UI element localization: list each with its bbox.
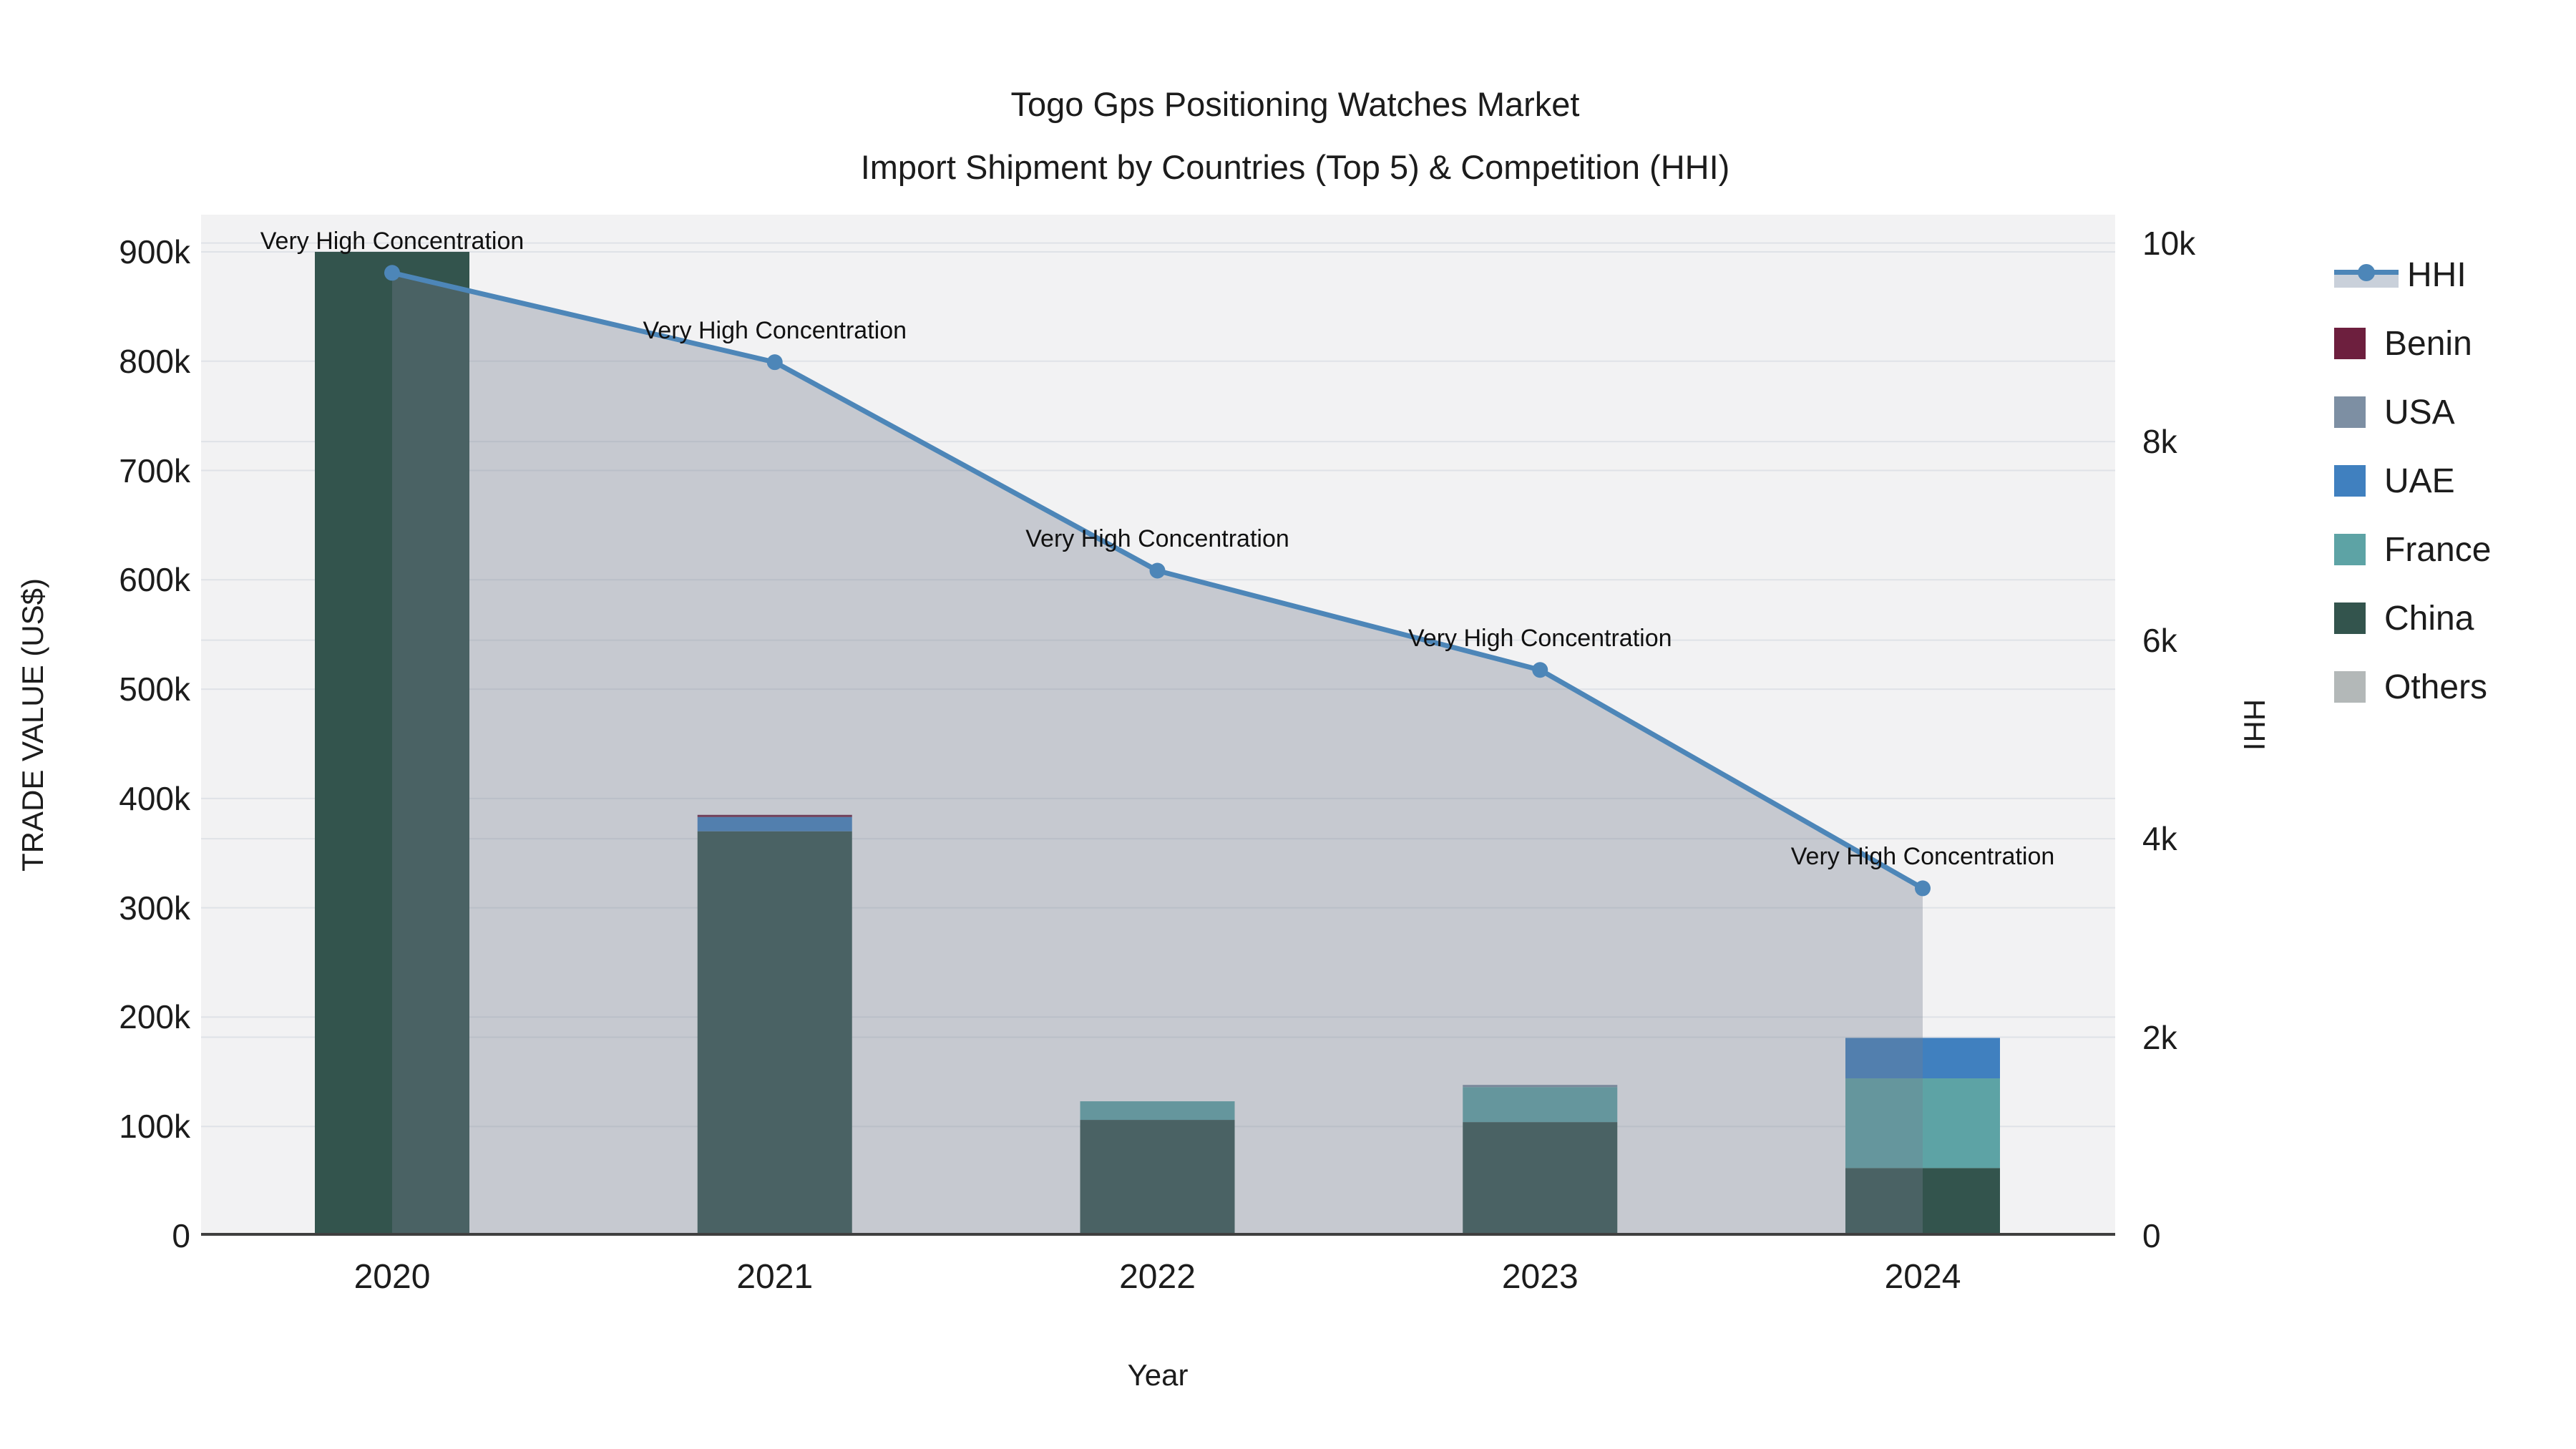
hhi-marker-2022[interactable]	[1149, 562, 1166, 579]
annotation-2021: Very High Concentration	[643, 317, 907, 345]
legend-label-china: China	[2384, 599, 2474, 638]
bar-france-2023[interactable]	[1463, 1087, 1618, 1123]
bar-china-2021[interactable]	[697, 831, 852, 1236]
legend-label-benin: Benin	[2384, 324, 2472, 363]
right-axis-tick: 10k	[2142, 224, 2196, 262]
right-axis-title: HHI	[2238, 698, 2271, 751]
legend-swatch-benin	[2334, 328, 2366, 359]
legend-item-benin[interactable]: Benin	[2334, 309, 2491, 378]
chart-canvas	[201, 242, 2115, 1236]
x-axis-tick-2022: 2022	[1119, 1258, 1196, 1296]
left-axis-tick: 400k	[119, 779, 190, 817]
hhi-marker-2021[interactable]	[766, 354, 783, 371]
x-axis-tick-2021: 2021	[736, 1258, 814, 1296]
bar-uae-2021[interactable]	[697, 816, 852, 831]
annotation-2022: Very High Concentration	[1025, 525, 1289, 553]
legend-label-france: France	[2384, 530, 2492, 569]
right-axis-tick: 2k	[2142, 1018, 2177, 1056]
chart-title: Togo Gps Positioning Watches Market Impo…	[861, 73, 1730, 199]
legend-label-usa: USA	[2384, 393, 2455, 431]
chart-title-line1: Togo Gps Positioning Watches Market	[1010, 85, 1580, 123]
legend-item-france[interactable]: France	[2334, 515, 2491, 584]
legend-swatch-others	[2334, 671, 2366, 703]
legend-swatch-france	[2334, 534, 2366, 565]
left-axis-tick: 200k	[119, 998, 190, 1036]
legend: HHI Benin USA UAE France China Others	[2334, 240, 2491, 721]
legend-swatch-china	[2334, 602, 2366, 634]
bar-france-2024[interactable]	[1845, 1078, 2000, 1169]
hhi-marker-swatch	[2358, 264, 2375, 281]
legend-label-others: Others	[2384, 668, 2488, 706]
chart-title-line2: Import Shipment by Countries (Top 5) & C…	[860, 148, 1730, 186]
x-axis-title: Year	[1127, 1358, 1189, 1392]
annotation-2020: Very High Concentration	[260, 228, 525, 255]
right-axis-tick: 0	[2142, 1217, 2161, 1254]
hhi-marker-2024[interactable]	[1915, 880, 1931, 897]
left-axis-tick: 700k	[119, 452, 190, 489]
legend-item-usa[interactable]: USA	[2334, 378, 2491, 447]
legend-label-uae: UAE	[2384, 462, 2455, 500]
annotation-2023: Very High Concentration	[1407, 625, 1672, 653]
legend-label-hhi: HHI	[2407, 255, 2467, 294]
x-axis-tick-2020: 2020	[353, 1258, 431, 1296]
bar-china-2020[interactable]	[315, 251, 469, 1236]
left-axis-tick: 800k	[119, 342, 190, 380]
hhi-marker-2023[interactable]	[1532, 662, 1548, 678]
x-axis-tick-2023: 2023	[1501, 1258, 1579, 1296]
bar-france-2022[interactable]	[1080, 1101, 1235, 1121]
right-axis-tick: 4k	[2142, 820, 2177, 858]
left-axis-tick: 500k	[119, 670, 190, 708]
left-axis-title: TRADE VALUE (US$)	[16, 578, 49, 872]
annotation-2024: Very High Concentration	[1790, 843, 2055, 871]
hhi-legend-glyph-icon	[2334, 259, 2399, 291]
x-axis-tick-2024: 2024	[1884, 1258, 1961, 1296]
bar-china-2022[interactable]	[1080, 1120, 1235, 1236]
right-axis-tick: 8k	[2142, 423, 2177, 461]
bar-china-2024[interactable]	[1845, 1168, 2000, 1236]
bar-uae-2024[interactable]	[1845, 1038, 2000, 1078]
legend-item-china[interactable]: China	[2334, 584, 2491, 653]
left-axis-tick: 0	[172, 1217, 190, 1254]
left-axis-tick: 100k	[119, 1108, 190, 1146]
hhi-area[interactable]	[392, 273, 1923, 1236]
bar-china-2023[interactable]	[1463, 1122, 1618, 1236]
legend-item-uae[interactable]: UAE	[2334, 447, 2491, 515]
bar-usa-2023[interactable]	[1463, 1085, 1618, 1088]
right-axis-tick: 6k	[2142, 621, 2177, 659]
left-axis-tick: 300k	[119, 889, 190, 927]
hhi-marker-2020[interactable]	[384, 265, 400, 281]
legend-item-hhi[interactable]: HHI	[2334, 240, 2491, 309]
left-axis-tick: 600k	[119, 561, 190, 599]
left-axis-tick: 900k	[119, 233, 190, 270]
plot-area[interactable]	[201, 215, 2115, 1236]
legend-swatch-uae	[2334, 465, 2366, 497]
legend-swatch-usa	[2334, 396, 2366, 428]
legend-item-others[interactable]: Others	[2334, 653, 2491, 721]
bar-benin-2021[interactable]	[697, 814, 852, 817]
